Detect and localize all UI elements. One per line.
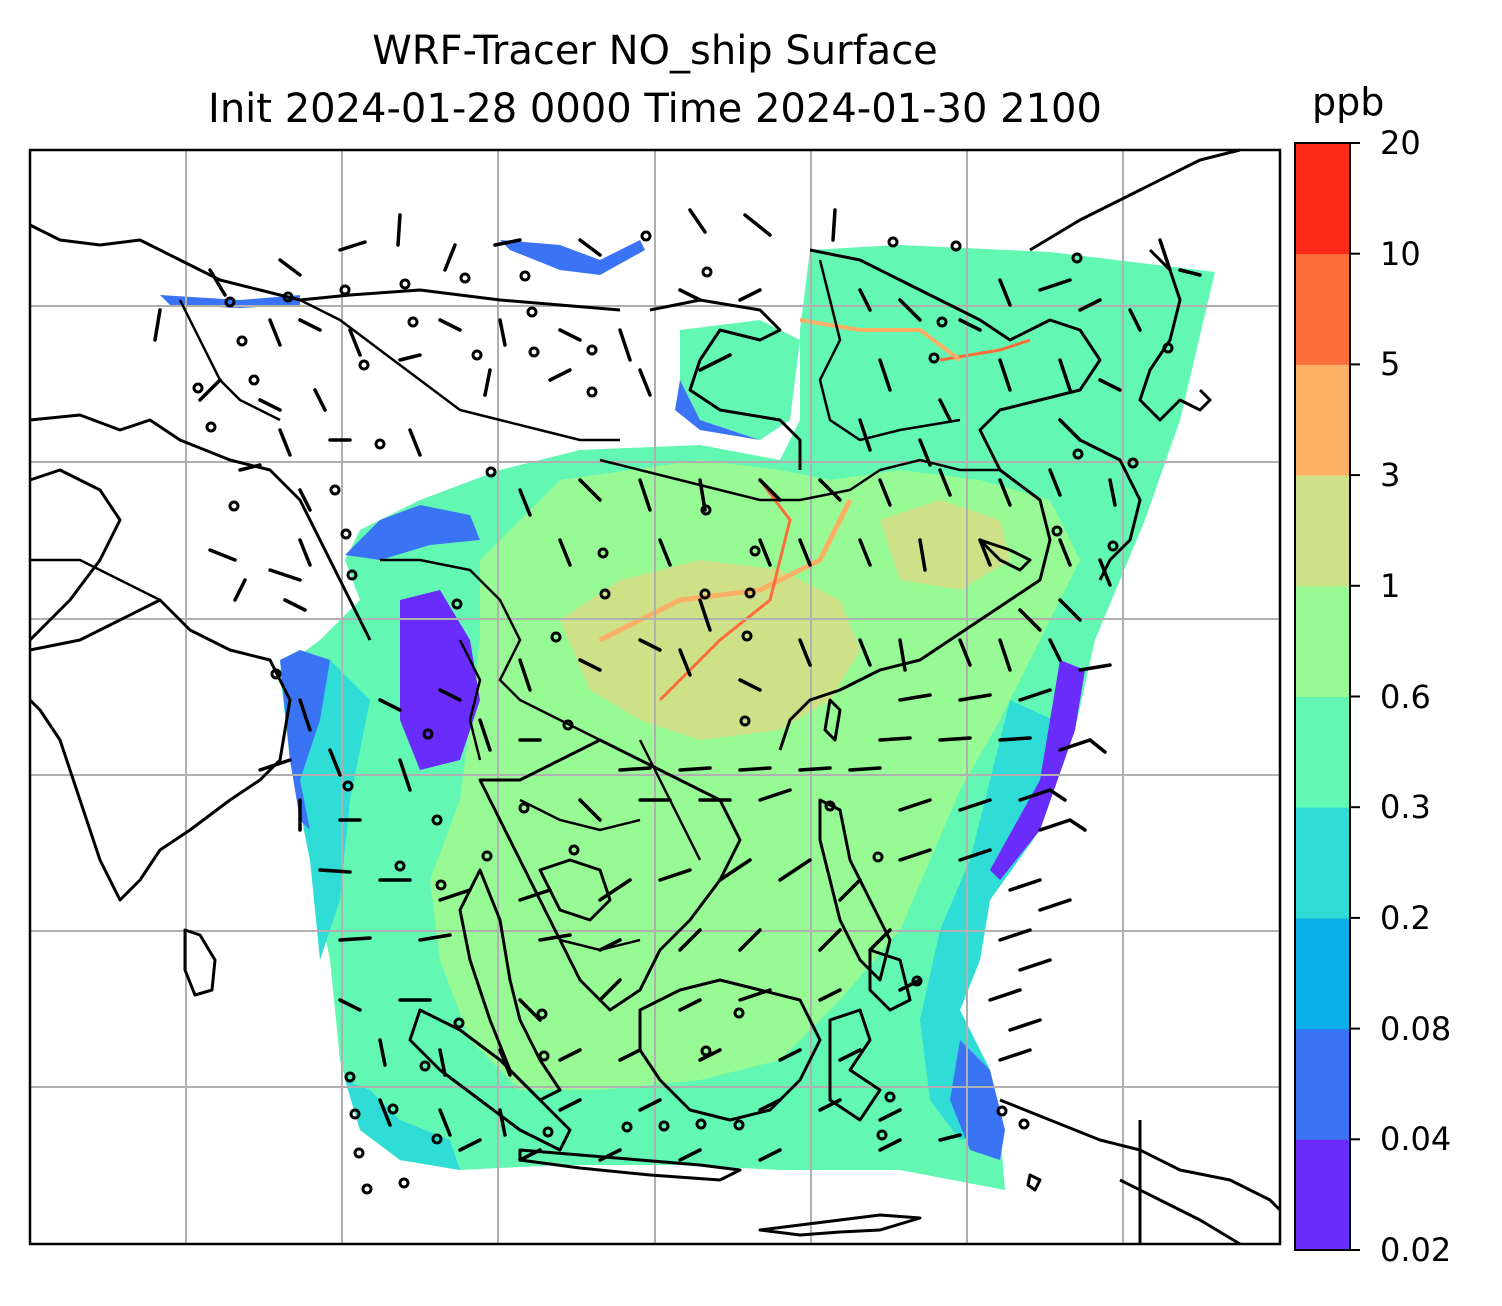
calm-wind-markers [192,230,1174,1195]
coast-borneo [638,978,822,1122]
field-streak-1 [598,498,853,643]
coast-blacksea [29,223,621,312]
coast-korea [1079,438,1142,581]
field-blob-caspian-edge [675,380,760,440]
field-strip-north-2 [160,295,300,308]
coast-srilanka [183,928,217,997]
coast-taiwan [823,698,842,742]
colorbar-tick-label: 1 [1380,566,1401,605]
colorbar [1294,142,1360,1251]
map-panel [28,148,1282,1246]
colorbar-segment [1295,364,1350,476]
field-strip-tibet [345,505,480,560]
colorbar-tick-label: 10 [1380,234,1421,273]
field-low-se [950,1040,1005,1160]
colorbar-segment [1295,475,1350,587]
field-blob-caspian [680,320,800,440]
colorbar-unit-label: ppb [1312,80,1385,124]
coast-caspian [649,298,802,470]
colorbar-tick-label: 0.2 [1380,898,1431,937]
field-high-2 [880,500,1010,590]
coast-china [778,248,1102,751]
field-streak-2 [658,479,792,702]
coast-mindanao [868,948,912,1012]
coast-philippines [818,798,892,982]
colorbar-segment [1295,807,1350,919]
coast-java [518,1148,742,1182]
field-low-arabian [280,650,330,830]
coast-newguinea [999,1098,1282,1212]
coast-persian [29,413,372,641]
colorbar-tick-label: 5 [1380,345,1401,384]
field-low-east-edge [990,660,1085,880]
colorbar-tick-label: 0.3 [1380,788,1431,827]
map-title-line2: Init 2024-01-28 0000 Time 2024-01-30 210… [208,86,1102,132]
coast-india [28,598,292,902]
colorbar-segment [1295,143,1350,255]
coast-arabia [28,468,122,642]
colorbar-tick-label: 0.02 [1380,1231,1452,1269]
coast-bohai [978,538,1032,572]
colorbar-segment [1295,585,1350,697]
coast-sakhalin [1029,148,1241,252]
map-title-line1: WRF-Tracer NO_ship Surface [372,28,938,74]
wind-barbs [153,208,1202,1162]
field-streak-4 [799,318,962,362]
colorbar-tick-label: 3 [1380,456,1401,495]
colorbar-segment [1295,253,1350,365]
map-frame [28,148,1282,1246]
coast-timor [758,1213,922,1237]
coast-sumatra [408,1008,572,1152]
field-streak-3 [939,338,1031,362]
coastlines [28,148,1282,1246]
map-gridlines [30,150,1280,1244]
coast-japan [1138,248,1212,422]
coast-gulf-thailand [538,858,612,922]
coast-small-island [1026,1173,1042,1192]
colorbar-tick-label: 20 [1380,124,1421,162]
coast-malaya [458,868,562,1102]
colorbar-tick-label: 0.04 [1380,1120,1452,1159]
field-low-south [345,1080,460,1170]
field-low-bay [400,590,480,770]
colorbar-segment [1295,696,1350,808]
colorbar-tick-label: 0.6 [1380,677,1431,716]
colorbar-tick-label: 0.08 [1380,1009,1452,1048]
field-strip-north-1 [500,240,645,275]
colorbar-segment [1295,1028,1350,1140]
colorbar-segment [1295,917,1350,1030]
colorbar-segment [1295,1139,1350,1251]
